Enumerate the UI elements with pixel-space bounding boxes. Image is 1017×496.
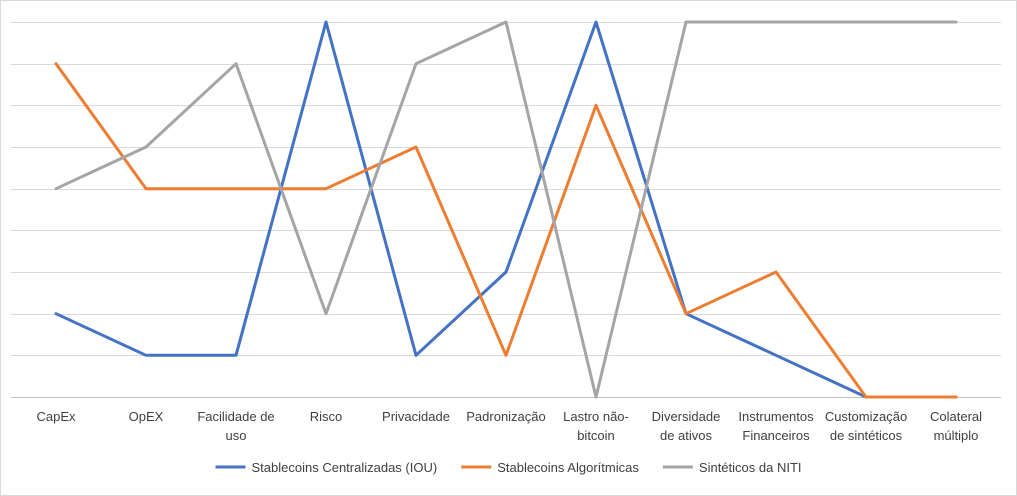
series-line-3 — [54, 20, 958, 399]
x-tick-label: Privacidade — [382, 409, 450, 424]
legend-item-2: Stablecoins Algorítmicas — [461, 460, 639, 475]
x-tick-label: CapEx — [36, 409, 76, 424]
series-lines — [54, 20, 958, 399]
legend: Stablecoins Centralizadas (IOU) Stablecoi… — [215, 460, 802, 475]
series-line-2 — [54, 62, 958, 399]
legend-label: Stablecoins Centralizadas (IOU) — [252, 460, 438, 475]
x-tick-label: Colateral múltiplo — [930, 409, 982, 443]
x-tick-label: Risco — [310, 409, 343, 424]
x-tick-label: OpEX — [129, 409, 164, 424]
x-tick-label: Facilidade de uso — [197, 409, 274, 443]
x-axis-tick-labels: CapEx OpEX Facilidade de uso Risco Privacidad… — [36, 409, 982, 443]
x-tick-label: Diversidade de ativos — [652, 409, 721, 443]
legend-item-1: Stablecoins Centralizadas (IOU) — [215, 460, 438, 475]
legend-item-3: Sintéticos da NITI — [662, 460, 802, 475]
legend-label: Stablecoins Algorítmicas — [497, 460, 639, 475]
x-tick-label: Customização de sintéticos — [825, 409, 907, 443]
x-tick-label: Instrumentos Financeiros — [738, 409, 814, 443]
series-line-1 — [54, 20, 958, 399]
x-tick-label: Lastro não-bitcoin — [563, 409, 629, 443]
legend-label: Sintéticos da NITI — [699, 460, 802, 475]
x-tick-label: Padronização — [466, 409, 546, 424]
